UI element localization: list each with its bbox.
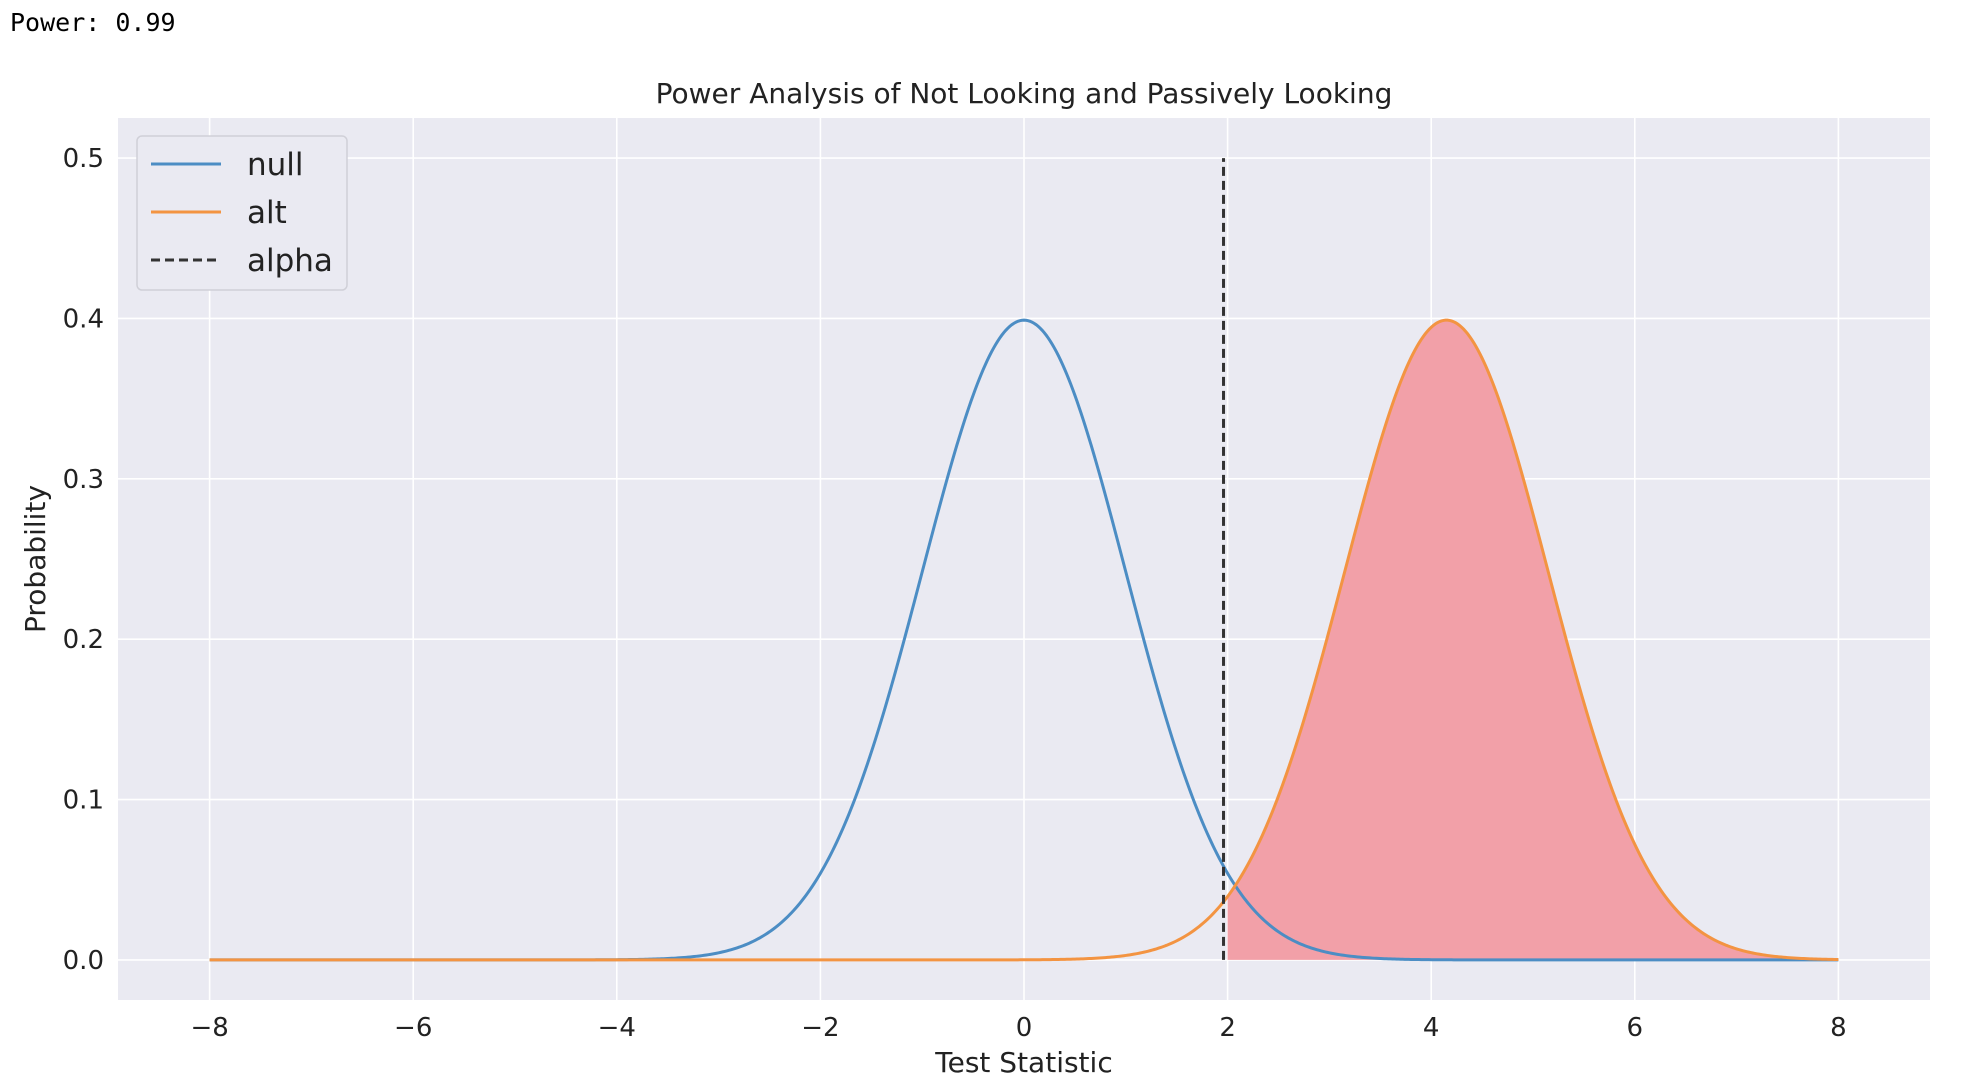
x-tick-label: −4 [598,1013,636,1043]
y-tick-label: 0.5 [63,144,104,174]
x-tick-label: −6 [394,1013,432,1043]
x-tick-label: 2 [1219,1013,1236,1043]
chart-title: Power Analysis of Not Looking and Passiv… [656,77,1393,110]
legend: null alt alpha [136,135,348,291]
y-tick-label: 0.2 [63,625,104,655]
x-tick-label: −8 [190,1013,228,1043]
alt-distribution-line [209,318,1839,962]
legend-label: null [247,147,304,183]
x-tick-label: −2 [801,1013,839,1043]
y-tick-label: 0.4 [63,304,104,334]
x-tick-label: 4 [1423,1013,1440,1043]
power-shaded-region [1227,320,1839,960]
x-tick-label: 6 [1627,1013,1644,1043]
y-tick-labels: 0.0 0.1 0.2 0.3 0.4 0.5 [63,144,104,976]
legend-label: alpha [247,243,333,279]
legend-box [136,135,348,291]
y-tick-label: 0.3 [63,465,104,495]
y-tick-label: 0.1 [63,786,104,816]
power-output-text: Power: 0.99 [10,8,176,37]
y-axis-label: Probability [19,485,52,633]
x-tick-labels: −8 −6 −4 −2 0 2 4 6 8 [190,1013,1846,1043]
legend-label: alt [247,195,287,231]
x-tick-label: 0 [1016,1013,1033,1043]
x-tick-label: 8 [1830,1013,1847,1043]
y-tick-label: 0.0 [63,946,104,976]
x-axis-label: Test Statistic [934,1046,1112,1079]
